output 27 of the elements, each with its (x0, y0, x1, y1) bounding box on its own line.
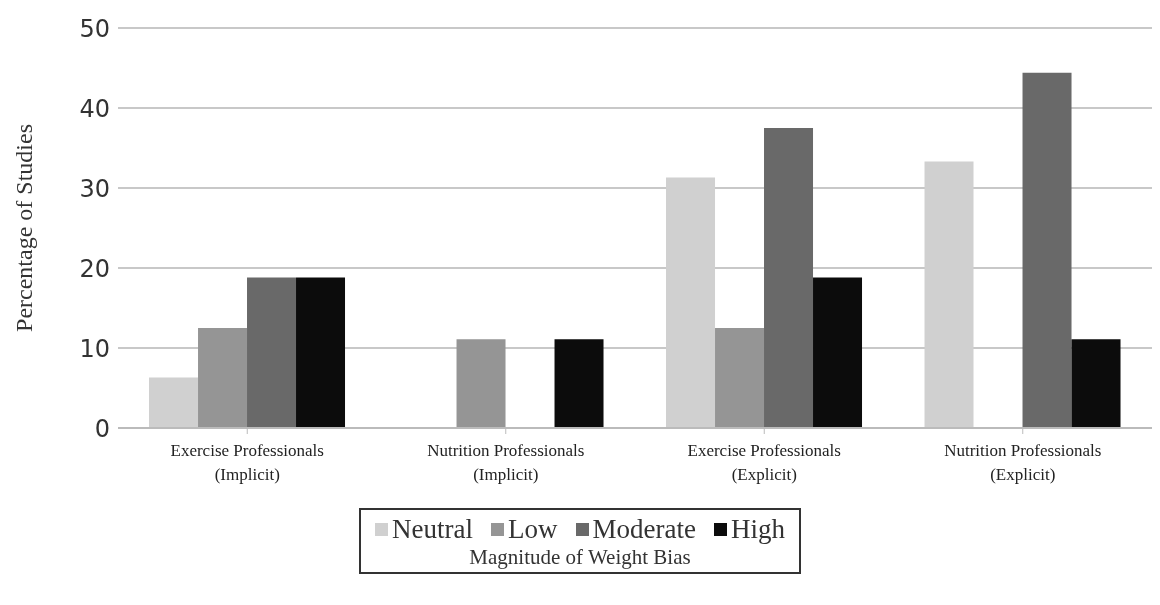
y-tick-label: 10 (79, 334, 110, 363)
y-tick-label: 20 (79, 254, 110, 283)
x-tick-label: Nutrition Professionals (Explicit) (944, 441, 1102, 484)
y-tick-label: 50 (79, 14, 110, 43)
bar (296, 277, 346, 428)
bar (247, 277, 297, 428)
x-tick-label: Exercise Professionals (Implicit) (170, 441, 324, 484)
legend-label: Low (507, 514, 558, 545)
y-axis-title: Percentage of Studies (10, 124, 37, 332)
bar (764, 128, 814, 428)
y-tick-label: 30 (79, 174, 110, 203)
legend-label: High (729, 514, 785, 545)
legend-title: Magnitude of Weight Bias (468, 545, 692, 570)
bar (198, 328, 248, 428)
x-tick-label: Nutrition Professionals (Implicit) (427, 441, 585, 484)
bar (715, 328, 765, 428)
legend-label: Neutral (391, 514, 473, 545)
bar (554, 339, 604, 428)
bar (1071, 339, 1121, 428)
bar (813, 277, 863, 428)
bar (1022, 72, 1072, 428)
x-tick-label: Exercise Professionals (Explicit) (687, 441, 841, 484)
y-tick-label: 40 (79, 94, 110, 123)
bar (456, 339, 506, 428)
legend-label: Moderate (591, 514, 696, 545)
y-tick-label: 0 (94, 414, 110, 443)
bar (149, 377, 199, 428)
